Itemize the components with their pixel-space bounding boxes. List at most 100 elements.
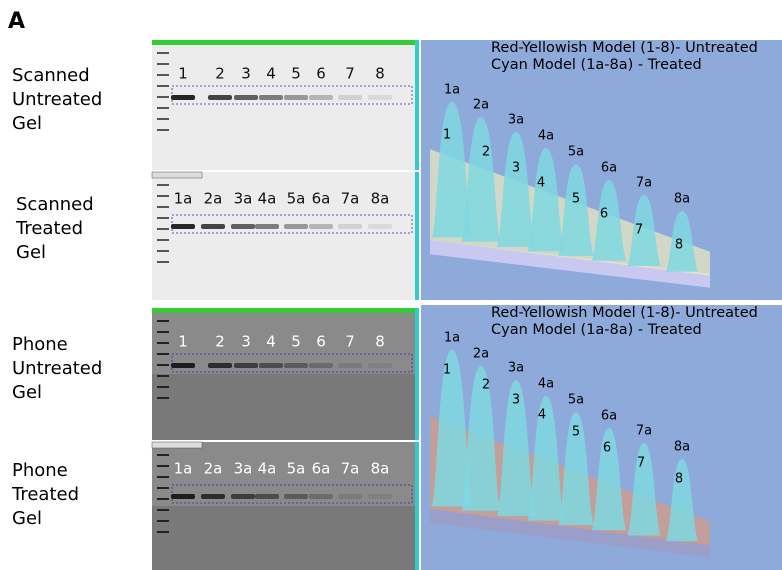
gel-band <box>368 95 392 100</box>
window-border <box>415 40 419 170</box>
ladder-band <box>157 386 169 388</box>
lane-label: 8a <box>371 190 390 208</box>
ladder-band <box>157 397 169 399</box>
row-label: Phone <box>12 334 68 355</box>
gel-band <box>284 95 308 100</box>
ladder-band <box>157 331 169 333</box>
gel-band <box>171 363 195 368</box>
untreated-peak-label: 4 <box>537 176 545 191</box>
selection-box <box>171 353 413 373</box>
ladder-band <box>157 217 169 219</box>
gel-band <box>171 95 195 100</box>
lane-label: 8 <box>375 65 385 83</box>
gel-band <box>368 494 392 499</box>
window-titlebar <box>152 40 418 45</box>
untreated-peak-label: 5 <box>572 425 580 440</box>
lane-label: 5 <box>291 333 301 351</box>
row-label: Untreated <box>12 89 102 110</box>
treated-peak-label: 3a <box>508 113 524 128</box>
lane-label: 1 <box>178 65 188 83</box>
treated-peak <box>666 211 698 272</box>
plot-floor <box>430 240 710 288</box>
lane-label: 7 <box>345 65 355 83</box>
gel-shade <box>152 506 418 570</box>
ladder-band <box>157 320 169 322</box>
ladder-band <box>157 465 169 467</box>
row-label: Phone <box>12 460 68 481</box>
ladder-band <box>157 531 169 533</box>
lane-label: 3 <box>241 333 251 351</box>
ladder-band <box>157 487 169 489</box>
gel-band <box>255 494 279 499</box>
untreated-peak-label: 2 <box>482 145 490 160</box>
row-label: Treated <box>11 484 79 505</box>
ladder-band <box>157 228 169 230</box>
lane-label: 2 <box>215 65 225 83</box>
treated-peak-label: 6a <box>601 161 617 176</box>
treated-peak <box>497 380 535 517</box>
ladder-band <box>157 129 169 131</box>
lane-label: 2a <box>204 190 223 208</box>
selection-box <box>171 484 413 504</box>
gel-band <box>309 494 333 499</box>
window-titlebar <box>152 308 418 313</box>
ladder-band <box>157 96 169 98</box>
gel-band <box>284 363 308 368</box>
gel-band <box>231 494 255 499</box>
plot-legend: Red-Yellowish Model (1-8)- Untreated <box>491 305 758 321</box>
treated-peak-label: 4a <box>538 129 554 144</box>
lane-label: 4a <box>258 460 277 478</box>
lane-label: 1a <box>174 460 193 478</box>
ladder-band <box>157 118 169 120</box>
gel-band <box>234 363 258 368</box>
ladder-band <box>157 74 169 76</box>
treated-peak <box>497 132 535 247</box>
lane-label: 3a <box>234 460 253 478</box>
treated-peak-label: 1a <box>444 331 460 346</box>
gel-band <box>338 95 362 100</box>
ladder-band <box>157 52 169 54</box>
lane-label: 4 <box>266 65 276 83</box>
treated-peak-label: 6a <box>601 409 617 424</box>
lane-label: 8 <box>375 333 385 351</box>
lane-label: 2a <box>204 460 223 478</box>
plot-legend: Cyan Model (1a-8a) - Treated <box>491 322 702 338</box>
gel-band <box>368 224 392 229</box>
ladder-band <box>157 342 169 344</box>
lane-label: 6a <box>312 460 331 478</box>
window-border <box>415 172 419 300</box>
untreated-peak-label: 6 <box>603 441 611 456</box>
untreated-peak-label: 1 <box>443 363 451 378</box>
gel-image <box>152 172 418 300</box>
ladder-band <box>157 239 169 241</box>
untreated-peak-label: 5 <box>572 192 580 207</box>
ladder-band <box>157 206 169 208</box>
treated-peak <box>432 350 472 507</box>
lane-label: 4a <box>258 190 277 208</box>
lane-label: 3a <box>234 190 253 208</box>
plot-legend: Cyan Model (1a-8a) - Treated <box>491 57 702 73</box>
treated-peak-label: 7a <box>636 176 652 191</box>
ladder-band <box>157 261 169 263</box>
ladder-band <box>157 250 169 252</box>
treated-peak <box>527 396 565 521</box>
ladder-band <box>157 520 169 522</box>
gel-band <box>171 494 195 499</box>
lane-label: 6 <box>316 333 326 351</box>
gel-band <box>338 494 362 499</box>
ladder-band <box>157 375 169 377</box>
untreated-peak-label: 2 <box>482 378 490 393</box>
treated-peak-label: 1a <box>444 83 460 98</box>
untreated-peak-label: 1 <box>443 128 451 143</box>
selection-box <box>171 85 413 105</box>
row-label: Gel <box>12 113 42 134</box>
window-titlebar <box>151 171 203 179</box>
row-label: Scanned <box>12 65 90 86</box>
untreated-peak-label: 7 <box>635 223 643 238</box>
treated-peak <box>592 428 626 531</box>
row-label: Treated <box>15 218 83 239</box>
treated-peak <box>432 102 472 238</box>
treated-peak-label: 3a <box>508 361 524 376</box>
treated-peak-label: 5a <box>568 145 584 160</box>
untreated-peak-label: 4 <box>538 408 546 423</box>
